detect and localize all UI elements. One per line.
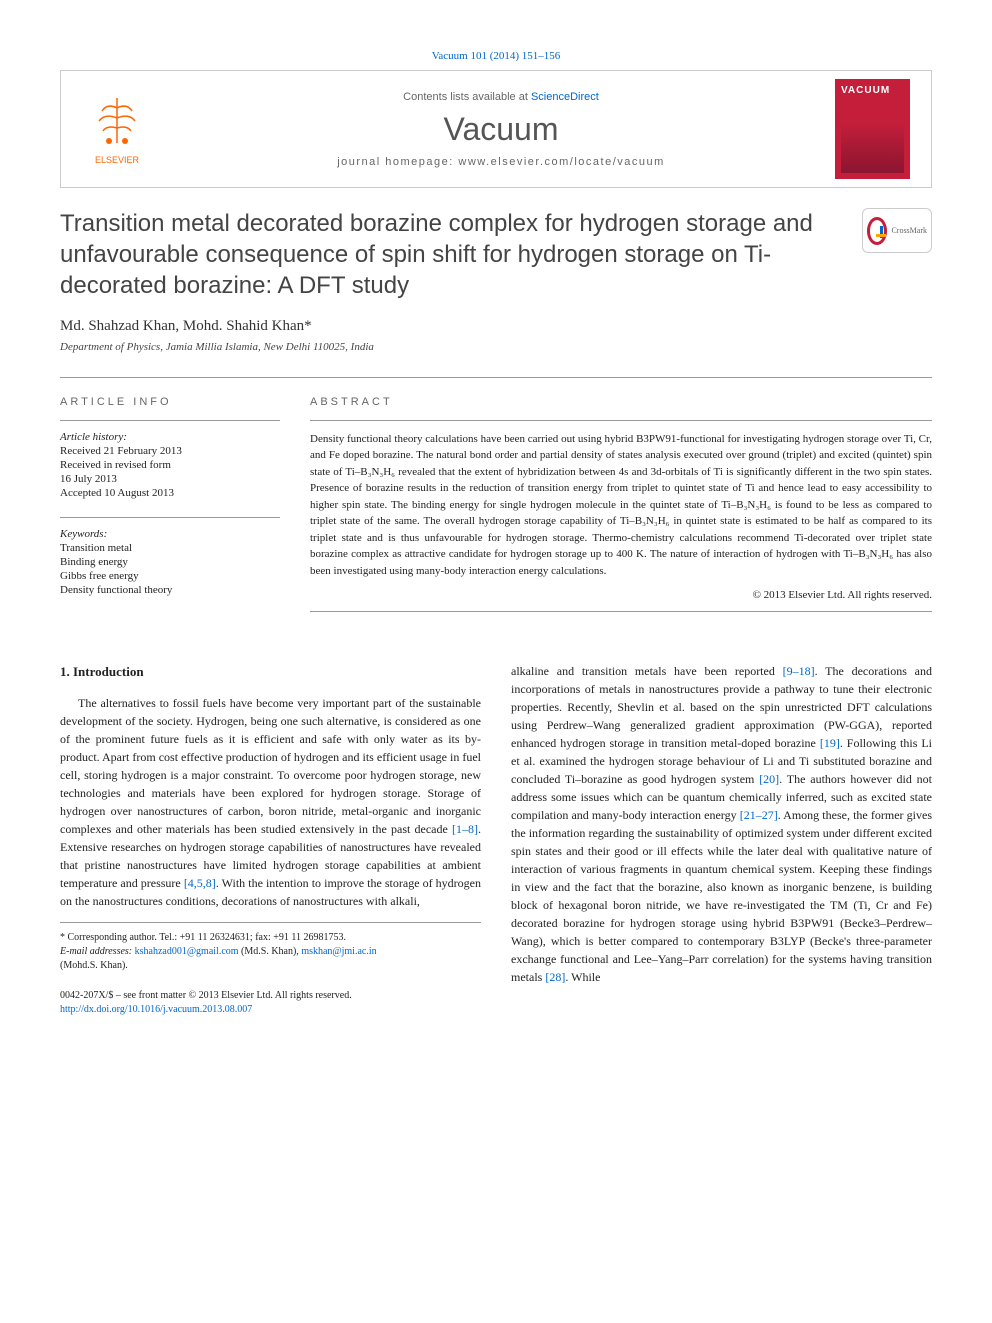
email-label: E-mail addresses: — [60, 946, 135, 957]
citation-header: Vacuum 101 (2014) 151–156 — [60, 50, 932, 62]
abstract-copyright: © 2013 Elsevier Ltd. All rights reserved… — [310, 589, 932, 601]
history-label: Article history: — [60, 431, 280, 443]
abstract-divider — [310, 420, 932, 421]
reference-link[interactable]: [28] — [545, 970, 565, 984]
info-divider — [60, 420, 280, 421]
footer-divider — [60, 922, 481, 923]
column-right: alkaline and transition metals have been… — [511, 662, 932, 1017]
elsevier-tree-icon — [87, 93, 147, 153]
cover-container: VACUUM — [835, 79, 915, 179]
banner-center: Contents lists available at ScienceDirec… — [167, 91, 835, 168]
crossmark-label: CrossMark — [891, 226, 927, 235]
journal-banner: ELSEVIER Contents lists available at Sci… — [60, 70, 932, 188]
divider — [60, 377, 932, 378]
authors: Md. Shahzad Khan, Mohd. Shahid Khan* — [60, 318, 932, 335]
corresponding-author: * Corresponding author. Tel.: +91 11 263… — [60, 931, 481, 973]
history-accepted: Accepted 10 August 2013 — [60, 487, 280, 499]
affiliation: Department of Physics, Jamia Millia Isla… — [60, 341, 932, 353]
publisher-logo-container: ELSEVIER — [77, 84, 167, 174]
keywords-block: Keywords: Transition metal Binding energ… — [60, 517, 280, 596]
homepage-label: journal homepage: — [337, 156, 458, 168]
reference-link[interactable]: [4,5,8] — [184, 876, 216, 890]
keyword: Binding energy — [60, 556, 280, 568]
keyword: Density functional theory — [60, 584, 280, 596]
abstract-header: ABSTRACT — [310, 396, 932, 408]
article-title: Transition metal decorated borazine comp… — [60, 208, 842, 302]
email-link[interactable]: kshahzad001@gmail.com — [135, 946, 239, 957]
keyword: Transition metal — [60, 542, 280, 554]
body-paragraph: The alternatives to fossil fuels have be… — [60, 694, 481, 910]
history-revised-2: 16 July 2013 — [60, 473, 280, 485]
homepage-line: journal homepage: www.elsevier.com/locat… — [167, 156, 835, 168]
reference-link[interactable]: [19] — [820, 736, 840, 750]
publisher-name: ELSEVIER — [95, 155, 139, 165]
corresponding-emails: E-mail addresses: kshahzad001@gmail.com … — [60, 945, 481, 973]
sciencedirect-link[interactable]: ScienceDirect — [531, 91, 599, 103]
history-revised-1: Received in revised form — [60, 459, 280, 471]
corresponding-tel: * Corresponding author. Tel.: +91 11 263… — [60, 931, 481, 945]
abstract-bottom-divider — [310, 611, 932, 612]
journal-cover[interactable]: VACUUM — [835, 79, 910, 179]
cover-title: VACUUM — [841, 85, 890, 96]
reference-link[interactable]: [21–27] — [740, 808, 778, 822]
keyword: Gibbs free energy — [60, 570, 280, 582]
section-heading: 1. Introduction — [60, 662, 481, 682]
info-header: ARTICLE INFO — [60, 396, 280, 408]
abstract-block: ABSTRACT Density functional theory calcu… — [310, 396, 932, 623]
homepage-url[interactable]: www.elsevier.com/locate/vacuum — [458, 156, 664, 168]
doi-link[interactable]: http://dx.doi.org/10.1016/j.vacuum.2013.… — [60, 1003, 481, 1017]
crossmark-badge[interactable]: CrossMark — [862, 208, 932, 253]
issn-line: 0042-207X/$ – see front matter © 2013 El… — [60, 989, 481, 1003]
page-footer: 0042-207X/$ – see front matter © 2013 El… — [60, 989, 481, 1017]
reference-link[interactable]: [1–8] — [452, 822, 478, 836]
abstract-text: Density functional theory calculations h… — [310, 431, 932, 580]
cover-art — [841, 123, 904, 173]
email-name: (Mohd.S. Khan). — [60, 960, 128, 971]
contents-text: Contents lists available at — [403, 91, 531, 103]
info-divider — [60, 517, 280, 518]
reference-link[interactable]: [9–18] — [783, 664, 815, 678]
history-received: Received 21 February 2013 — [60, 445, 280, 457]
body-columns: 1. Introduction The alternatives to foss… — [60, 662, 932, 1017]
keywords-label: Keywords: — [60, 528, 280, 540]
reference-link[interactable]: [20] — [759, 772, 779, 786]
elsevier-logo[interactable]: ELSEVIER — [77, 84, 157, 174]
article-info: ARTICLE INFO Article history: Received 2… — [60, 396, 280, 623]
email-link[interactable]: mskhan@jmi.ac.in — [301, 946, 376, 957]
body-paragraph: alkaline and transition metals have been… — [511, 662, 932, 986]
journal-name: Vacuum — [167, 111, 835, 148]
citation-link[interactable]: Vacuum 101 (2014) 151–156 — [432, 50, 561, 62]
contents-line: Contents lists available at ScienceDirec… — [167, 91, 835, 103]
email-name: (Md.S. Khan), — [239, 946, 302, 957]
crossmark-icon — [867, 217, 887, 245]
column-left: 1. Introduction The alternatives to foss… — [60, 662, 481, 1017]
